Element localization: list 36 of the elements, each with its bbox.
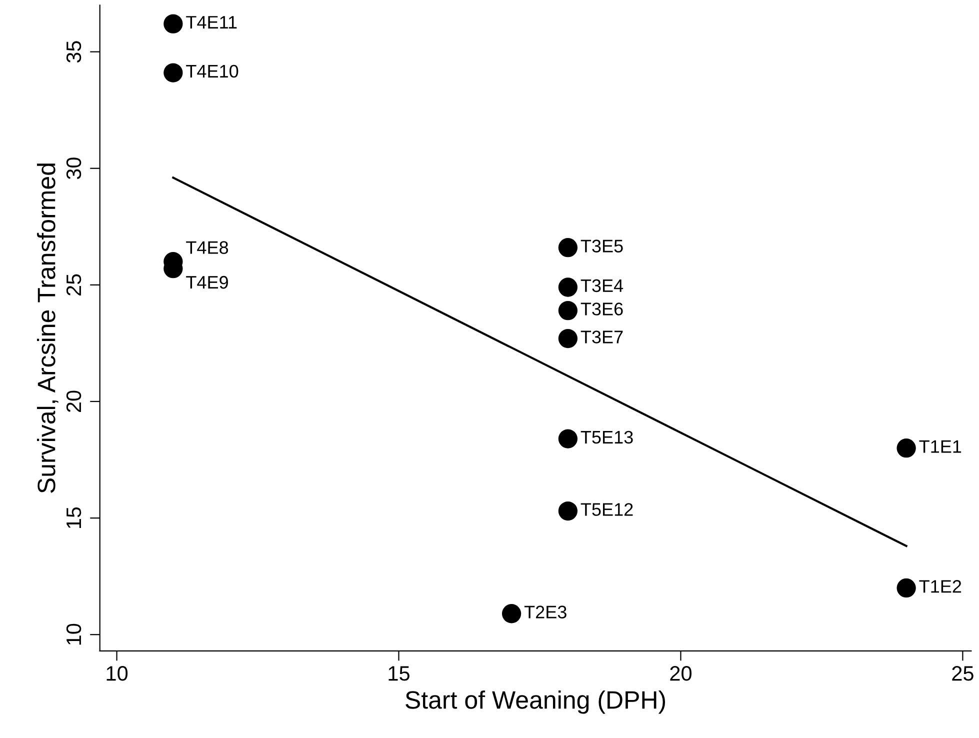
point — [164, 63, 183, 82]
y-tick-label: 30 — [66, 158, 82, 180]
point — [558, 328, 578, 348]
point — [896, 578, 916, 598]
annotation: T3E4 — [580, 279, 624, 292]
annotation: T2E3 — [524, 606, 566, 618]
y-tick-label: 15 — [66, 507, 82, 528]
annotation: T5E12 — [580, 503, 633, 516]
point — [558, 429, 578, 448]
point — [164, 14, 183, 34]
annotation: T1E2 — [919, 580, 962, 593]
annotation: T3E6 — [580, 302, 623, 316]
x-tick-label: 25 — [952, 666, 974, 681]
y-tick-label: 25 — [66, 274, 82, 296]
x-tick-label: 10 — [106, 666, 128, 681]
y-tick-label: 10 — [66, 624, 82, 645]
annotation: T4E9 — [186, 276, 228, 289]
x-tick-label: 20 — [670, 666, 692, 681]
annotation: T1E1 — [919, 440, 962, 453]
point — [558, 501, 578, 521]
y-axis-title: Survival, Arcsine Transformed — [36, 164, 58, 493]
annotation: T4E10 — [186, 64, 238, 78]
point — [558, 278, 578, 297]
point — [896, 438, 916, 458]
annotation: T5E13 — [580, 430, 633, 444]
annotation: T4E8 — [186, 241, 228, 254]
y-tick-label: 20 — [66, 390, 82, 412]
point — [502, 604, 522, 624]
annotation: T4E11 — [186, 16, 237, 28]
annotation: T3E5 — [580, 240, 623, 252]
x-tick-label: 15 — [388, 666, 410, 681]
annotation: T3E7 — [580, 330, 623, 344]
x-axis-title: Start of Weaning (DPH) — [406, 690, 666, 714]
point — [558, 300, 578, 320]
y-tick-label: 35 — [66, 41, 82, 63]
point — [558, 238, 578, 258]
